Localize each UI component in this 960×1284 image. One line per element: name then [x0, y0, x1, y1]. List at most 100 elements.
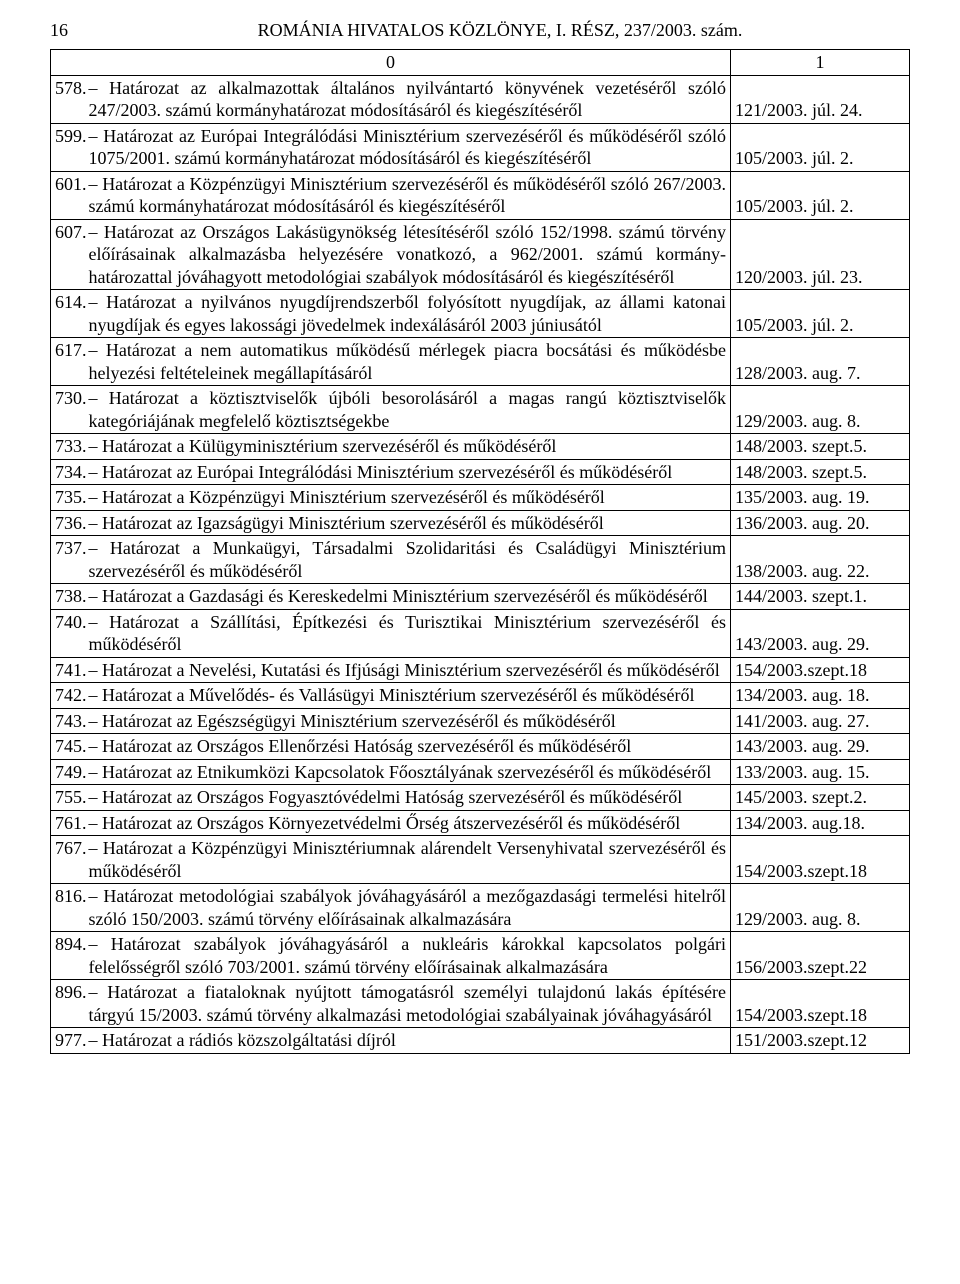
- reference-cell: 133/2003. aug. 15.: [731, 759, 910, 785]
- entry-cell: 745.– Határozat az Országos Ellenőrzési …: [51, 734, 731, 760]
- entry-cell: 578.– Határozat az alkalmazottak általán…: [51, 75, 731, 123]
- table-row: 761.– Határozat az Országos Környezetvéd…: [51, 810, 910, 836]
- entry-text: – Határozat a Közpénzügyi Minisztérium s…: [89, 173, 727, 218]
- entry-text: – Határozat a Külügyminisztérium szervez…: [89, 435, 727, 458]
- entry-number: 737.: [55, 537, 89, 582]
- table-row: 896.– Határozat a fiataloknak nyújtott t…: [51, 980, 910, 1028]
- entry-cell: 617.– Határozat a nem automatikus működé…: [51, 338, 731, 386]
- reference-cell: 134/2003. aug.18.: [731, 810, 910, 836]
- entry-text: – Határozat az Európai Integrálódási Min…: [89, 461, 727, 484]
- reference-cell: 134/2003. aug. 18.: [731, 683, 910, 709]
- table-row: 894.– Határozat szabályok jóváhagyásáról…: [51, 932, 910, 980]
- entry-text: – Határozat a köztisztviselők újbóli bes…: [89, 387, 727, 432]
- reference-cell: 105/2003. júl. 2.: [731, 171, 910, 219]
- entry-number: 816.: [55, 885, 89, 930]
- entry-text: – Határozat a Szállítási, Építkezési és …: [89, 611, 727, 656]
- entry-cell: 743.– Határozat az Egészségügyi Miniszté…: [51, 708, 731, 734]
- entry-text: – Határozat a Gazdasági és Kereskedelmi …: [89, 585, 727, 608]
- table-row: 737.– Határozat a Munkaügyi, Társadalmi …: [51, 536, 910, 584]
- page-number: 16: [50, 20, 90, 41]
- reference-cell: 141/2003. aug. 27.: [731, 708, 910, 734]
- entry-cell: 749.– Határozat az Etnikumközi Kapcsolat…: [51, 759, 731, 785]
- table-header-row: 0 1: [51, 50, 910, 76]
- entry-number: 599.: [55, 125, 89, 170]
- entry-cell: 737.– Határozat a Munkaügyi, Társadalmi …: [51, 536, 731, 584]
- entry-cell: 742.– Határozat a Művelődés- és Vallásüg…: [51, 683, 731, 709]
- entry-text: – Határozat a Művelődés- és Vallásügyi M…: [89, 684, 727, 707]
- table-row: 743.– Határozat az Egészségügyi Miniszté…: [51, 708, 910, 734]
- entry-text: – Határozat a rádiós közszolgáltatási dí…: [89, 1029, 727, 1052]
- entry-number: 740.: [55, 611, 89, 656]
- entry-text: – Határozat metodológiai szabályok jóváh…: [89, 885, 727, 930]
- reference-cell: 148/2003. szept.5.: [731, 434, 910, 460]
- table-row: 738.– Határozat a Gazdasági és Kereskede…: [51, 584, 910, 610]
- decree-table: 0 1 578.– Határozat az alkalmazottak ált…: [50, 49, 910, 1054]
- entry-number: 736.: [55, 512, 89, 535]
- entry-number: 601.: [55, 173, 89, 218]
- entry-number: 734.: [55, 461, 89, 484]
- table-row: 742.– Határozat a Művelődés- és Vallásüg…: [51, 683, 910, 709]
- reference-cell: 148/2003. szept.5.: [731, 459, 910, 485]
- entry-text: – Határozat az Országos Környezetvédelmi…: [89, 812, 727, 835]
- entry-number: 607.: [55, 221, 89, 289]
- table-row: 740.– Határozat a Szállítási, Építkezési…: [51, 609, 910, 657]
- entry-text: – Határozat az Országos Ellenőrzési Ható…: [89, 735, 727, 758]
- entry-number: 730.: [55, 387, 89, 432]
- entry-cell: 601.– Határozat a Közpénzügyi Minisztéri…: [51, 171, 731, 219]
- table-row: 617.– Határozat a nem automatikus működé…: [51, 338, 910, 386]
- reference-cell: 156/2003.szept.22: [731, 932, 910, 980]
- reference-cell: 145/2003. szept.2.: [731, 785, 910, 811]
- reference-cell: 143/2003. aug. 29.: [731, 734, 910, 760]
- entry-cell: 896.– Határozat a fiataloknak nyújtott t…: [51, 980, 731, 1028]
- reference-cell: 120/2003. júl. 23.: [731, 219, 910, 290]
- entry-number: 578.: [55, 77, 89, 122]
- entry-text: – Határozat a Közpénzügyi Minisztérium s…: [89, 486, 727, 509]
- entry-number: 767.: [55, 837, 89, 882]
- entry-text: – Határozat a Munkaügyi, Társadalmi Szol…: [89, 537, 727, 582]
- reference-cell: 129/2003. aug. 8.: [731, 386, 910, 434]
- entry-number: 617.: [55, 339, 89, 384]
- entry-text: – Határozat az Etnikumközi Kapcsolatok F…: [89, 761, 727, 784]
- entry-cell: 755.– Határozat az Országos Fogyasztóvéd…: [51, 785, 731, 811]
- reference-cell: 151/2003.szept.12: [731, 1028, 910, 1054]
- table-row: 599.– Határozat az Európai Integrálódási…: [51, 123, 910, 171]
- page-header: 16 ROMÁNIA HIVATALOS KÖZLÖNYE, I. RÉSZ, …: [50, 20, 910, 41]
- entry-number: 735.: [55, 486, 89, 509]
- entry-cell: 816.– Határozat metodológiai szabályok j…: [51, 884, 731, 932]
- reference-cell: 105/2003. júl. 2.: [731, 123, 910, 171]
- table-row: 745.– Határozat az Országos Ellenőrzési …: [51, 734, 910, 760]
- reference-cell: 121/2003. júl. 24.: [731, 75, 910, 123]
- entry-number: 761.: [55, 812, 89, 835]
- reference-cell: 154/2003.szept.18: [731, 836, 910, 884]
- entry-number: 742.: [55, 684, 89, 707]
- entry-cell: 736.– Határozat az Igazságügyi Minisztér…: [51, 510, 731, 536]
- entry-number: 733.: [55, 435, 89, 458]
- reference-cell: 144/2003. szept.1.: [731, 584, 910, 610]
- entry-text: – Határozat a nyilvános nyugdíjrendszerb…: [89, 291, 727, 336]
- entry-cell: 894.– Határozat szabályok jóváhagyásáról…: [51, 932, 731, 980]
- entry-number: 896.: [55, 981, 89, 1026]
- table-row: 749.– Határozat az Etnikumközi Kapcsolat…: [51, 759, 910, 785]
- entry-number: 755.: [55, 786, 89, 809]
- table-row: 614.– Határozat a nyilvános nyugdíjrends…: [51, 290, 910, 338]
- reference-cell: 128/2003. aug. 7.: [731, 338, 910, 386]
- header-title: ROMÁNIA HIVATALOS KÖZLÖNYE, I. RÉSZ, 237…: [90, 20, 910, 41]
- table-row: 736.– Határozat az Igazságügyi Minisztér…: [51, 510, 910, 536]
- entry-cell: 767.– Határozat a Közpénzügyi Minisztéri…: [51, 836, 731, 884]
- entry-text: – Határozat az Országos Fogyasztóvédelmi…: [89, 786, 727, 809]
- entry-number: 745.: [55, 735, 89, 758]
- reference-cell: 129/2003. aug. 8.: [731, 884, 910, 932]
- entry-text: – Határozat az Országos Lakásügynökség l…: [89, 221, 727, 289]
- reference-cell: 138/2003. aug. 22.: [731, 536, 910, 584]
- entry-text: – Határozat az Európai Integrálódási Min…: [89, 125, 727, 170]
- col1-header: 1: [731, 50, 910, 76]
- table-row: 578.– Határozat az alkalmazottak általán…: [51, 75, 910, 123]
- entry-text: – Határozat az alkalmazottak általános n…: [89, 77, 727, 122]
- table-row: 607.– Határozat az Országos Lakásügynöks…: [51, 219, 910, 290]
- table-row: 755.– Határozat az Országos Fogyasztóvéd…: [51, 785, 910, 811]
- entry-cell: 730.– Határozat a köztisztviselők újbóli…: [51, 386, 731, 434]
- entry-number: 614.: [55, 291, 89, 336]
- table-row: 734.– Határozat az Európai Integrálódási…: [51, 459, 910, 485]
- entry-cell: 738.– Határozat a Gazdasági és Kereskede…: [51, 584, 731, 610]
- reference-cell: 154/2003.szept.18: [731, 980, 910, 1028]
